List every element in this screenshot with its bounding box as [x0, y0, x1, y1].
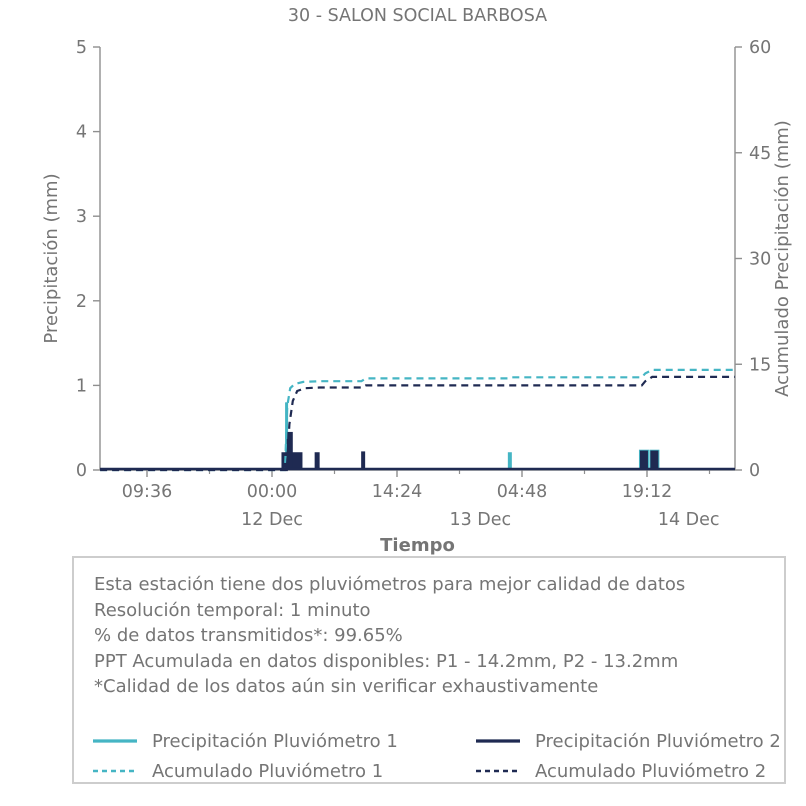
legend-label-precip-p2: Precipitación Pluviómetro 2 [535, 730, 781, 752]
right-axis-tick-label: 45 [749, 144, 771, 164]
legend-item-acum-p1: Acumulado Pluviómetro 1 [74, 761, 457, 782]
right-axis-tick-label: 15 [749, 355, 771, 375]
x-axis-tick-label: 00:00 [247, 482, 297, 502]
right-axis-title: Acumulado Precipitación (mm) [772, 120, 793, 397]
accumulated-line-navy [100, 375, 735, 472]
legend-swatch-solid-navy-icon [476, 739, 520, 743]
legend-swatch-solid-teal-icon [93, 739, 137, 743]
left-axis-tick-label: 1 [76, 376, 87, 396]
info-line-transmitted: % de datos transmitidos*: 99.65% [94, 625, 403, 646]
legend-swatch-dashed-teal-icon [93, 769, 137, 773]
left-axis-tick-label: 4 [76, 123, 87, 143]
station-info-lines: Esta estación tiene dos pluviómetros par… [74, 558, 784, 700]
precip-bar-navy [639, 450, 648, 470]
left-axis-title: Precipitación (mm) [41, 173, 62, 343]
x-axis-title: Tiempo [380, 535, 455, 556]
left-axis-tick-label: 5 [76, 38, 87, 58]
legend-swatch-dashed-navy-icon [476, 769, 520, 773]
precip-bar-teal [507, 452, 512, 470]
accumulated-line-teal [100, 368, 735, 472]
legend-label-precip-p1: Precipitación Pluviómetro 1 [152, 730, 398, 752]
precip-bar-navy [314, 452, 320, 470]
info-line-resolution: Resolución temporal: 1 minuto [94, 599, 371, 621]
info-line-quality-note: *Calidad de los datos aún sin verificar … [94, 676, 599, 697]
chart-legend: Precipitación Pluviómetro 1 Precipitació… [74, 726, 784, 786]
chart-canvas: 30 - SALON SOCIAL BARBOSA012345015304560… [41, 6, 793, 556]
x-axis-tick-label: 04:48 [497, 482, 547, 502]
x-axis-date-label: 12 Dec [241, 510, 303, 530]
x-axis-tick-label: 09:36 [122, 482, 172, 502]
left-axis-tick-label: 3 [76, 207, 87, 227]
x-axis-date-label: 13 Dec [449, 510, 511, 530]
legend-item-acum-p2: Acumulado Pluviómetro 2 [457, 761, 784, 782]
left-axis-tick-label: 0 [76, 461, 87, 481]
legend-label-acum-p1: Acumulado Pluviómetro 1 [152, 760, 384, 782]
right-axis-tick-label: 60 [749, 38, 771, 58]
legend-item-precip-p2: Precipitación Pluviómetro 2 [457, 731, 784, 752]
info-line-accumulated: PPT Acumulada en datos disponibles: P1 -… [94, 650, 679, 672]
x-axis-tick-label: 19:12 [622, 482, 672, 502]
precip-bar-navy [286, 431, 293, 470]
precip-bar-navy [361, 451, 366, 470]
chart-title: 30 - SALON SOCIAL BARBOSA [288, 6, 547, 26]
x-axis-date-label: 14 Dec [658, 510, 720, 530]
right-axis-tick-label: 30 [749, 250, 771, 270]
legend-label-acum-p2: Acumulado Pluviómetro 2 [535, 760, 767, 782]
left-axis-tick-label: 2 [76, 292, 87, 312]
station-info-box: Esta estación tiene dos pluviómetros par… [72, 556, 786, 784]
legend-item-precip-p1: Precipitación Pluviómetro 1 [74, 731, 457, 752]
info-line-pluviometers: Esta estación tiene dos pluviómetros par… [94, 574, 686, 595]
right-axis-tick-label: 0 [749, 461, 760, 481]
precip-bar-navy [650, 450, 659, 470]
x-axis-tick-label: 14:24 [372, 482, 422, 502]
